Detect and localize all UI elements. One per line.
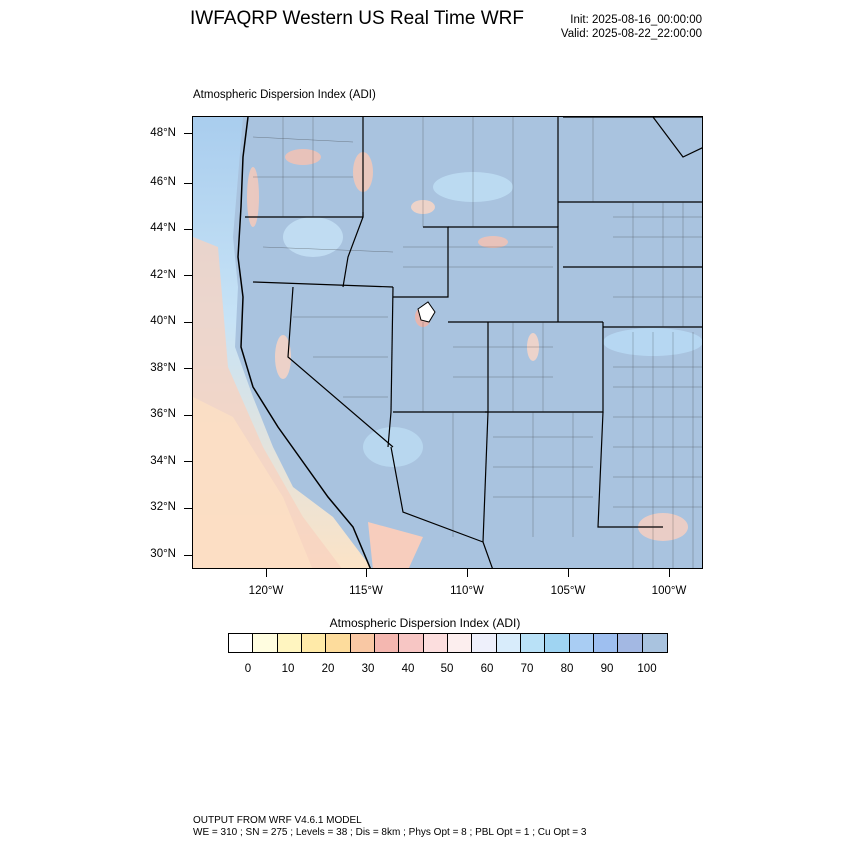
colorbar-label: 20 [321,663,335,675]
colorbar-label: 100 [637,663,657,675]
colorbar-swatch [350,634,375,652]
lon-tick [366,569,367,577]
lat-tick [184,461,192,462]
model-footer: OUTPUT FROM WRF V4.6.1 MODEL WE = 310 ; … [193,815,586,839]
lon-tick [568,569,569,577]
lon-label-115w: 115°W [349,585,383,597]
figure-title: IWFAQRP Western US Real Time WRF [190,8,524,29]
lat-tick [184,322,192,323]
colorbar-swatch [277,634,302,652]
colorbar-label: 30 [361,663,375,675]
adi-map [192,116,703,569]
colorbar-swatch [447,634,473,652]
lat-tick [184,229,192,230]
colorbar-label: 0 [244,663,252,675]
colorbar-swatch [399,634,424,652]
lon-label-110w: 110°W [450,585,484,597]
colorbar-label: 50 [440,663,454,675]
colorbar-label: 70 [520,663,534,675]
coastline [237,117,371,568]
panel-title: Atmospheric Dispersion Index (ADI) [193,89,376,101]
lat-tick [184,415,192,416]
lat-label-40: 40°N [150,315,176,327]
colorbar-swatch [374,634,400,652]
colorbar-swatch [326,634,351,652]
lon-label-105w: 105°W [550,585,586,597]
state-borders [245,117,702,568]
colorbar-swatch [472,634,497,652]
lat-tick [184,368,192,369]
run-times: Init: 2025-08-16_00:00:00 Valid: 2025-08… [561,13,702,41]
lat-tick [184,133,192,134]
lon-tick [669,569,670,577]
colorbar-swatch [593,634,619,652]
lat-label-38: 38°N [150,362,176,374]
lon-label-120w: 120°W [248,585,284,597]
colorbar-swatch [423,634,448,652]
init-time: Init: 2025-08-16_00:00:00 [570,14,702,26]
map-canvas [193,117,702,568]
colorbar-swatch [301,634,327,652]
gulf-region [368,522,423,568]
colorbar-swatch [618,634,643,652]
lat-label-34: 34°N [150,455,176,467]
high-adi-patches [283,172,702,467]
county-lines [252,117,702,568]
lat-label-46: 46°N [150,176,176,188]
lon-label-100w: 100°W [651,585,687,597]
colorbar-swatch [545,634,570,652]
colorbar-swatch [569,634,594,652]
lat-tick [184,183,192,184]
lat-label-36: 36°N [150,408,176,420]
colorbar-label: 90 [600,663,614,675]
colorbar-label: 10 [281,663,295,675]
colorbar-swatch [642,634,667,652]
lat-label-42: 42°N [150,269,176,281]
colorbar-swatch [253,634,278,652]
colorbar-swatch [229,634,254,652]
lat-label-48: 48°N [150,127,176,139]
ocean-low-band [193,397,313,568]
model-version: OUTPUT FROM WRF V4.6.1 MODEL [193,815,362,826]
colorbar [228,633,668,653]
lat-tick [184,555,192,556]
lat-tick [184,275,192,276]
colorbar-swatch [496,634,521,652]
lon-tick [467,569,468,577]
lat-label-32: 32°N [150,501,176,513]
lon-tick [266,569,267,577]
colorbar-label: 40 [401,663,415,675]
model-config: WE = 310 ; SN = 275 ; Levels = 38 ; Dis … [193,827,587,838]
valid-time: Valid: 2025-08-22_22:00:00 [560,28,702,40]
colorbar-label: 60 [480,663,494,675]
colorbar-label: 80 [560,663,574,675]
lat-label-44: 44°N [150,222,176,234]
lat-tick [184,508,192,509]
colorbar-swatch [520,634,546,652]
colorbar-title: Atmospheric Dispersion Index (ADI) [329,616,521,630]
great-salt-lake [417,301,436,323]
lat-label-30: 30°N [150,548,176,560]
